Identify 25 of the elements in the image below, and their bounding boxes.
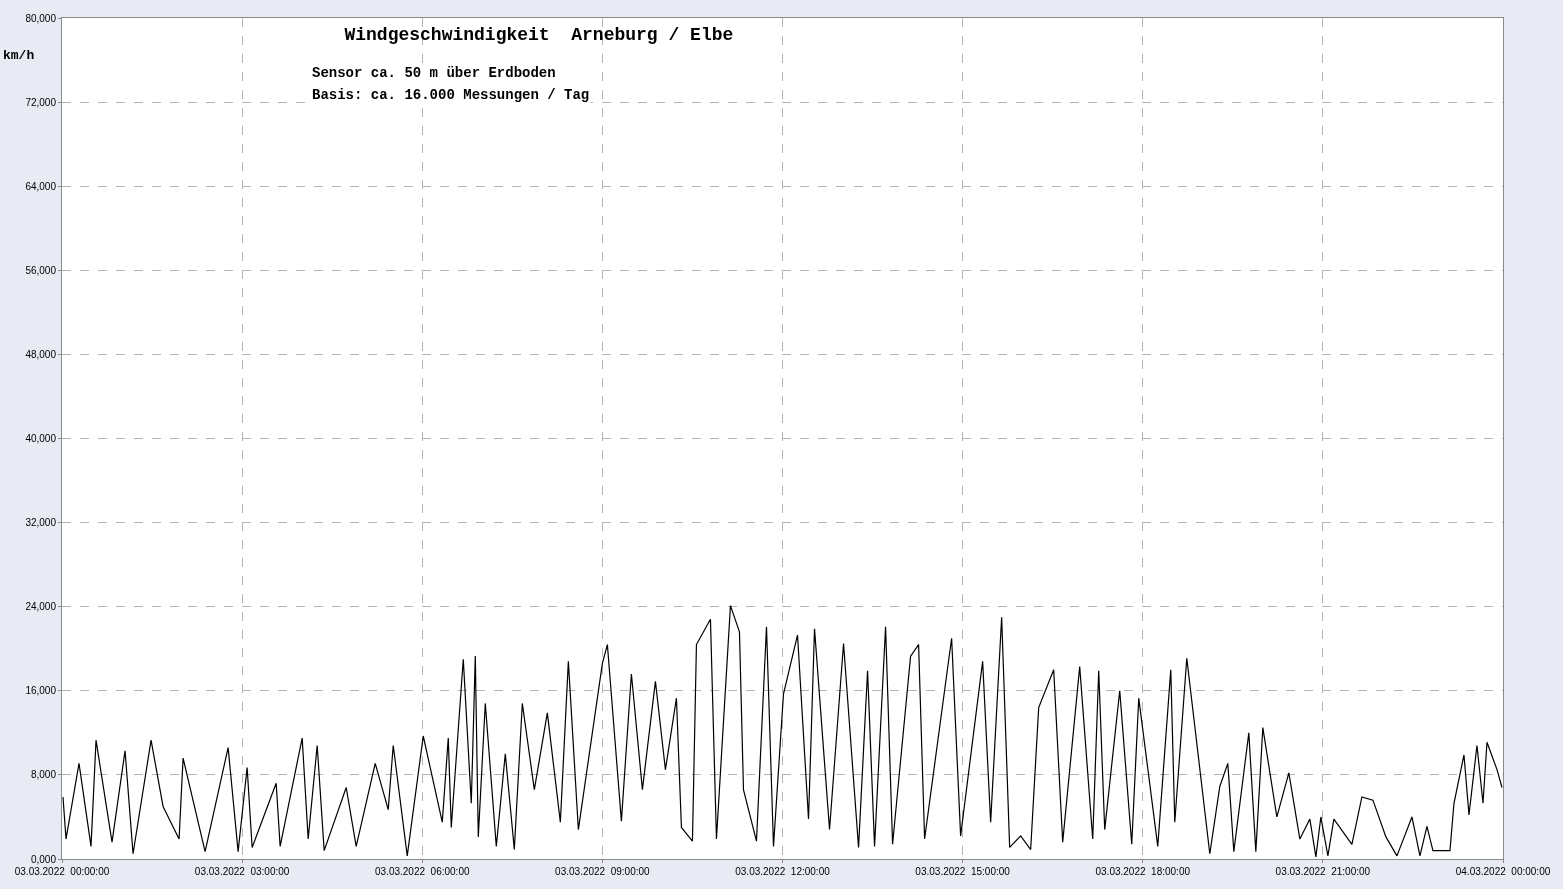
- y-tick-label: 48,000: [25, 348, 57, 360]
- x-tick-label: 03.03.2022 12:00:00: [735, 866, 831, 877]
- x-tick-label: 03.03.2022 06:00:00: [374, 866, 470, 877]
- y-tick-label: 72,000: [25, 96, 57, 108]
- y-tick-label: 64,000: [25, 180, 57, 192]
- y-tick-label: 24,000: [25, 601, 57, 613]
- x-tick-label: 03.03.2022 15:00:00: [915, 866, 1011, 877]
- y-tick-label: 16,000: [25, 685, 57, 697]
- y-tick-label: 80,000: [25, 12, 57, 24]
- annotation: Basis: ca. 16.000 Messungen / Tag: [312, 87, 590, 103]
- y-tick-label: 40,000: [25, 433, 57, 444]
- y-axis-title: km/h: [3, 48, 35, 63]
- line-series: [62, 605, 1503, 858]
- x-tick-label: 03.03.2022 21:00:00: [1275, 866, 1371, 877]
- y-tick-label: 0,000: [30, 853, 57, 865]
- x-tick-label: 03.03.2022 18:00:00: [1095, 866, 1191, 877]
- x-tick-label: 03.03.2022 00:00:00: [14, 866, 110, 877]
- text: Sensor ca. 50 m über Erdboden: [312, 65, 556, 81]
- x-tick-label: 03.03.2022 09:00:00: [555, 866, 651, 877]
- y-tick-label: 8,000: [30, 769, 57, 781]
- y-tick-label: 56,000: [25, 264, 57, 276]
- chart-title: Windgeschwindigkeit Arneburg / Elbe: [344, 25, 734, 46]
- y-tick-label: 32,000: [25, 517, 57, 529]
- x-tick-label: 04.03.2022 00:00:00: [1455, 866, 1551, 877]
- x-tick-label: 03.03.2022 03:00:00: [194, 866, 290, 877]
